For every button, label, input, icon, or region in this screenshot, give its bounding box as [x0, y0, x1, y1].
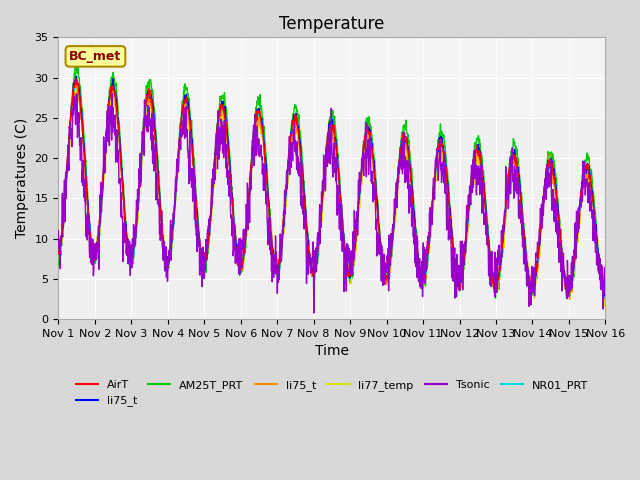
li77_temp	[601, 303, 609, 309]
Line: NR01_PRT: NR01_PRT	[58, 78, 605, 298]
AM25T_PRT	[298, 156, 306, 162]
li77_temp	[308, 270, 316, 276]
li77_temp	[366, 141, 374, 147]
NR01_PRT	[366, 133, 374, 139]
Tsonic	[310, 310, 317, 316]
Tsonic	[298, 206, 306, 212]
NR01_PRT	[298, 168, 306, 174]
AM25T_PRT	[120, 182, 127, 188]
li75_t	[366, 127, 374, 133]
AM25T_PRT	[308, 271, 316, 276]
AM25T_PRT	[602, 297, 609, 303]
NR01_PRT	[287, 131, 294, 137]
NR01_PRT	[72, 75, 80, 81]
li75_t	[54, 248, 62, 254]
li75_t	[298, 175, 306, 181]
li75_t	[298, 165, 306, 170]
NR01_PRT	[97, 204, 105, 210]
NR01_PRT	[120, 194, 127, 200]
AM25T_PRT	[97, 212, 105, 218]
AirT	[287, 132, 294, 137]
li77_temp	[298, 167, 306, 173]
li77_temp	[120, 182, 127, 188]
Legend: AirT, li75_t, AM25T_PRT, li75_t, li77_temp, Tsonic, NR01_PRT: AirT, li75_t, AM25T_PRT, li75_t, li77_te…	[71, 375, 593, 411]
li75_t	[97, 214, 105, 219]
li75_t	[602, 290, 609, 296]
li75_t	[72, 73, 80, 79]
Line: Tsonic: Tsonic	[58, 93, 605, 313]
X-axis label: Time: Time	[315, 345, 349, 359]
li75_t	[120, 188, 127, 194]
Line: li77_temp: li77_temp	[58, 86, 605, 306]
Bar	[58, 37, 605, 118]
Y-axis label: Temperatures (C): Temperatures (C)	[15, 118, 29, 239]
AM25T_PRT	[287, 127, 294, 133]
Tsonic	[308, 255, 316, 261]
NR01_PRT	[308, 270, 316, 276]
AirT	[72, 75, 79, 81]
AirT	[298, 176, 306, 181]
Tsonic	[54, 228, 62, 234]
li77_temp	[54, 253, 62, 259]
li77_temp	[97, 214, 105, 220]
li75_t	[601, 293, 609, 299]
NR01_PRT	[54, 250, 62, 256]
li75_t	[120, 193, 127, 199]
Line: AirT: AirT	[58, 78, 605, 295]
Tsonic	[602, 273, 609, 278]
Tsonic	[108, 90, 116, 96]
li77_temp	[73, 83, 81, 89]
Line: AM25T_PRT: AM25T_PRT	[58, 65, 605, 303]
AirT	[54, 250, 62, 256]
AirT	[564, 292, 572, 298]
li75_t	[287, 129, 294, 135]
AM25T_PRT	[366, 121, 374, 127]
NR01_PRT	[602, 291, 609, 297]
Title: Temperature: Temperature	[279, 15, 385, 33]
li75_t	[308, 268, 316, 274]
AM25T_PRT	[72, 62, 80, 68]
li75_t	[602, 295, 609, 300]
Tsonic	[97, 200, 104, 205]
li75_t	[287, 133, 294, 139]
li77_temp	[602, 291, 609, 297]
AirT	[308, 270, 316, 276]
AirT	[120, 197, 127, 203]
li75_t	[73, 78, 81, 84]
AirT	[366, 130, 374, 135]
AirT	[97, 205, 105, 211]
Text: BC_met: BC_met	[69, 50, 122, 63]
Tsonic	[287, 139, 294, 145]
AM25T_PRT	[54, 262, 62, 268]
Line: li75_t: li75_t	[58, 81, 605, 300]
li75_t	[366, 140, 374, 146]
Tsonic	[367, 151, 374, 157]
Tsonic	[120, 228, 127, 233]
AM25T_PRT	[601, 300, 609, 306]
AirT	[602, 290, 609, 296]
li75_t	[308, 269, 316, 275]
li75_t	[566, 297, 573, 302]
li75_t	[97, 206, 105, 212]
Line: li75_t: li75_t	[58, 76, 605, 296]
li77_temp	[287, 153, 294, 158]
li75_t	[54, 253, 62, 259]
NR01_PRT	[600, 295, 608, 300]
